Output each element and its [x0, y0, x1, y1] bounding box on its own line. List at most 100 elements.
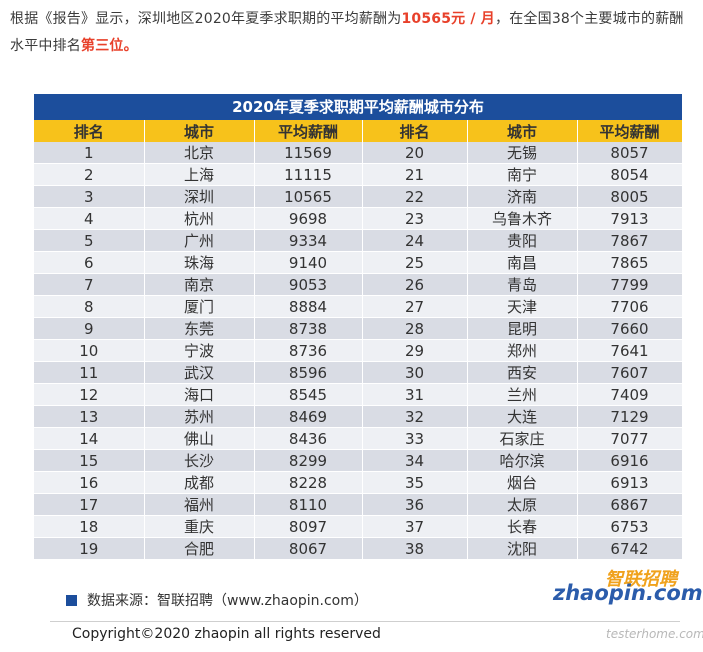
cell-salary: 8545: [254, 383, 363, 406]
table-row: 9 东莞 8738 28 昆明 7660: [34, 317, 683, 340]
cell-salary: 9053: [254, 273, 363, 296]
cell-city: 济南: [467, 185, 578, 208]
cell-city: 青岛: [467, 273, 578, 296]
square-bullet-icon: [66, 594, 77, 606]
cell-salary: 7867: [577, 229, 683, 252]
cell-rank: 21: [362, 163, 468, 186]
header-salary: 平均薪酬: [254, 120, 363, 142]
cell-city: 佛山: [144, 427, 255, 450]
table-row: 4 杭州 9698 23 乌鲁木齐 7913: [34, 207, 683, 230]
cell-salary: 7913: [577, 207, 683, 230]
cell-rank: 29: [362, 339, 468, 362]
cell-city: 杭州: [144, 207, 255, 230]
cell-city: 南宁: [467, 163, 578, 186]
cell-rank: 27: [362, 295, 468, 318]
data-source-note: 数据来源：智联招聘（www.zhaopin.com）: [66, 590, 368, 610]
cell-city: 重庆: [144, 515, 255, 538]
table-row: 14 佛山 8436 33 石家庄 7077: [34, 427, 683, 450]
cell-salary: 9698: [254, 207, 363, 230]
cell-city: 无锡: [467, 142, 578, 164]
cell-salary: 7660: [577, 317, 683, 340]
table-row: 13 苏州 8469 32 大连 7129: [34, 405, 683, 428]
cell-rank: 25: [362, 251, 468, 274]
intro-text-1: 根据《报告》显示，深圳地区2020年夏季求职期的平均薪酬为: [10, 11, 402, 27]
cell-rank: 32: [362, 405, 468, 428]
cell-city: 长沙: [144, 449, 255, 472]
footer-divider: [50, 621, 680, 622]
table-row: 12 海口 8545 31 兰州 7409: [34, 383, 683, 406]
cell-salary: 8299: [254, 449, 363, 472]
cell-salary: 8469: [254, 405, 363, 428]
cell-city: 南昌: [467, 251, 578, 274]
table-row: 18 重庆 8097 37 长春 6753: [34, 515, 683, 538]
cell-rank: 7: [34, 273, 145, 296]
cell-salary: 6753: [577, 515, 683, 538]
cell-rank: 34: [362, 449, 468, 472]
copyright-text: Copyright©2020 zhaopin all rights reserv…: [72, 626, 381, 642]
cell-rank: 5: [34, 229, 145, 252]
cell-rank: 14: [34, 427, 145, 450]
cell-rank: 6: [34, 251, 145, 274]
cell-rank: 19: [34, 537, 145, 560]
cell-city: 福州: [144, 493, 255, 516]
table-row: 16 成都 8228 35 烟台 6913: [34, 471, 683, 494]
cell-city: 贵阳: [467, 229, 578, 252]
logo-chinese-text: 智联招聘: [605, 569, 677, 590]
cell-rank: 12: [34, 383, 145, 406]
cell-salary: 9140: [254, 251, 363, 274]
salary-table-card: 2020年夏季求职期平均薪酬城市分布 排名 城市 平均薪酬 排名 城市 平均薪酬…: [34, 94, 683, 560]
cell-city: 大连: [467, 405, 578, 428]
logo-english-text: zhaopin.com: [553, 581, 703, 605]
table-row: 8 厦门 8884 27 天津 7706: [34, 295, 683, 318]
cell-city: 成都: [144, 471, 255, 494]
cell-city: 石家庄: [467, 427, 578, 450]
cell-rank: 28: [362, 317, 468, 340]
cell-salary: 11115: [254, 163, 363, 186]
cell-city: 海口: [144, 383, 255, 406]
cell-city: 兰州: [467, 383, 578, 406]
cell-rank: 1: [34, 142, 145, 164]
cell-salary: 8057: [577, 142, 683, 164]
cell-rank: 30: [362, 361, 468, 384]
table-row: 6 珠海 9140 25 南昌 7865: [34, 251, 683, 274]
cell-city: 哈尔滨: [467, 449, 578, 472]
cell-city: 烟台: [467, 471, 578, 494]
cell-city: 昆明: [467, 317, 578, 340]
cell-salary: 7409: [577, 383, 683, 406]
cell-salary: 8228: [254, 471, 363, 494]
cell-salary: 9334: [254, 229, 363, 252]
cell-rank: 22: [362, 185, 468, 208]
cell-rank: 17: [34, 493, 145, 516]
cell-rank: 13: [34, 405, 145, 428]
cell-salary: 8596: [254, 361, 363, 384]
intro-rank-highlight: 第三位。: [81, 38, 138, 54]
table-header-row: 排名 城市 平均薪酬 排名 城市 平均薪酬: [34, 120, 683, 142]
header-rank: 排名: [362, 120, 468, 142]
salary-table: 排名 城市 平均薪酬 排名 城市 平均薪酬 1 北京 11569 20 无锡 8057 2 上…: [34, 120, 683, 560]
table-row: 17 福州 8110 36 太原 6867: [34, 493, 683, 516]
cell-rank: 11: [34, 361, 145, 384]
cell-rank: 10: [34, 339, 145, 362]
table-row: 7 南京 9053 26 青岛 7799: [34, 273, 683, 296]
header-rank: 排名: [34, 120, 145, 142]
cell-city: 北京: [144, 142, 255, 164]
table-row: 11 武汉 8596 30 西安 7607: [34, 361, 683, 384]
cell-rank: 35: [362, 471, 468, 494]
header-city: 城市: [467, 120, 578, 142]
cell-rank: 4: [34, 207, 145, 230]
table-body: 1 北京 11569 20 无锡 8057 2 上海 11115 21 南宁 8054 3 深圳 10565…: [34, 142, 683, 560]
table-row: 1 北京 11569 20 无锡 8057: [34, 142, 683, 164]
intro-salary-highlight: 10565元 / 月: [401, 11, 496, 27]
cell-salary: 7865: [577, 251, 683, 274]
cell-salary: 7706: [577, 295, 683, 318]
cell-salary: 8110: [254, 493, 363, 516]
cell-rank: 15: [34, 449, 145, 472]
cell-city: 太原: [467, 493, 578, 516]
cell-rank: 2: [34, 163, 145, 186]
cell-city: 东莞: [144, 317, 255, 340]
cell-city: 郑州: [467, 339, 578, 362]
cell-salary: 11569: [254, 142, 363, 164]
cell-salary: 7077: [577, 427, 683, 450]
cell-city: 合肥: [144, 537, 255, 560]
cell-rank: 36: [362, 493, 468, 516]
